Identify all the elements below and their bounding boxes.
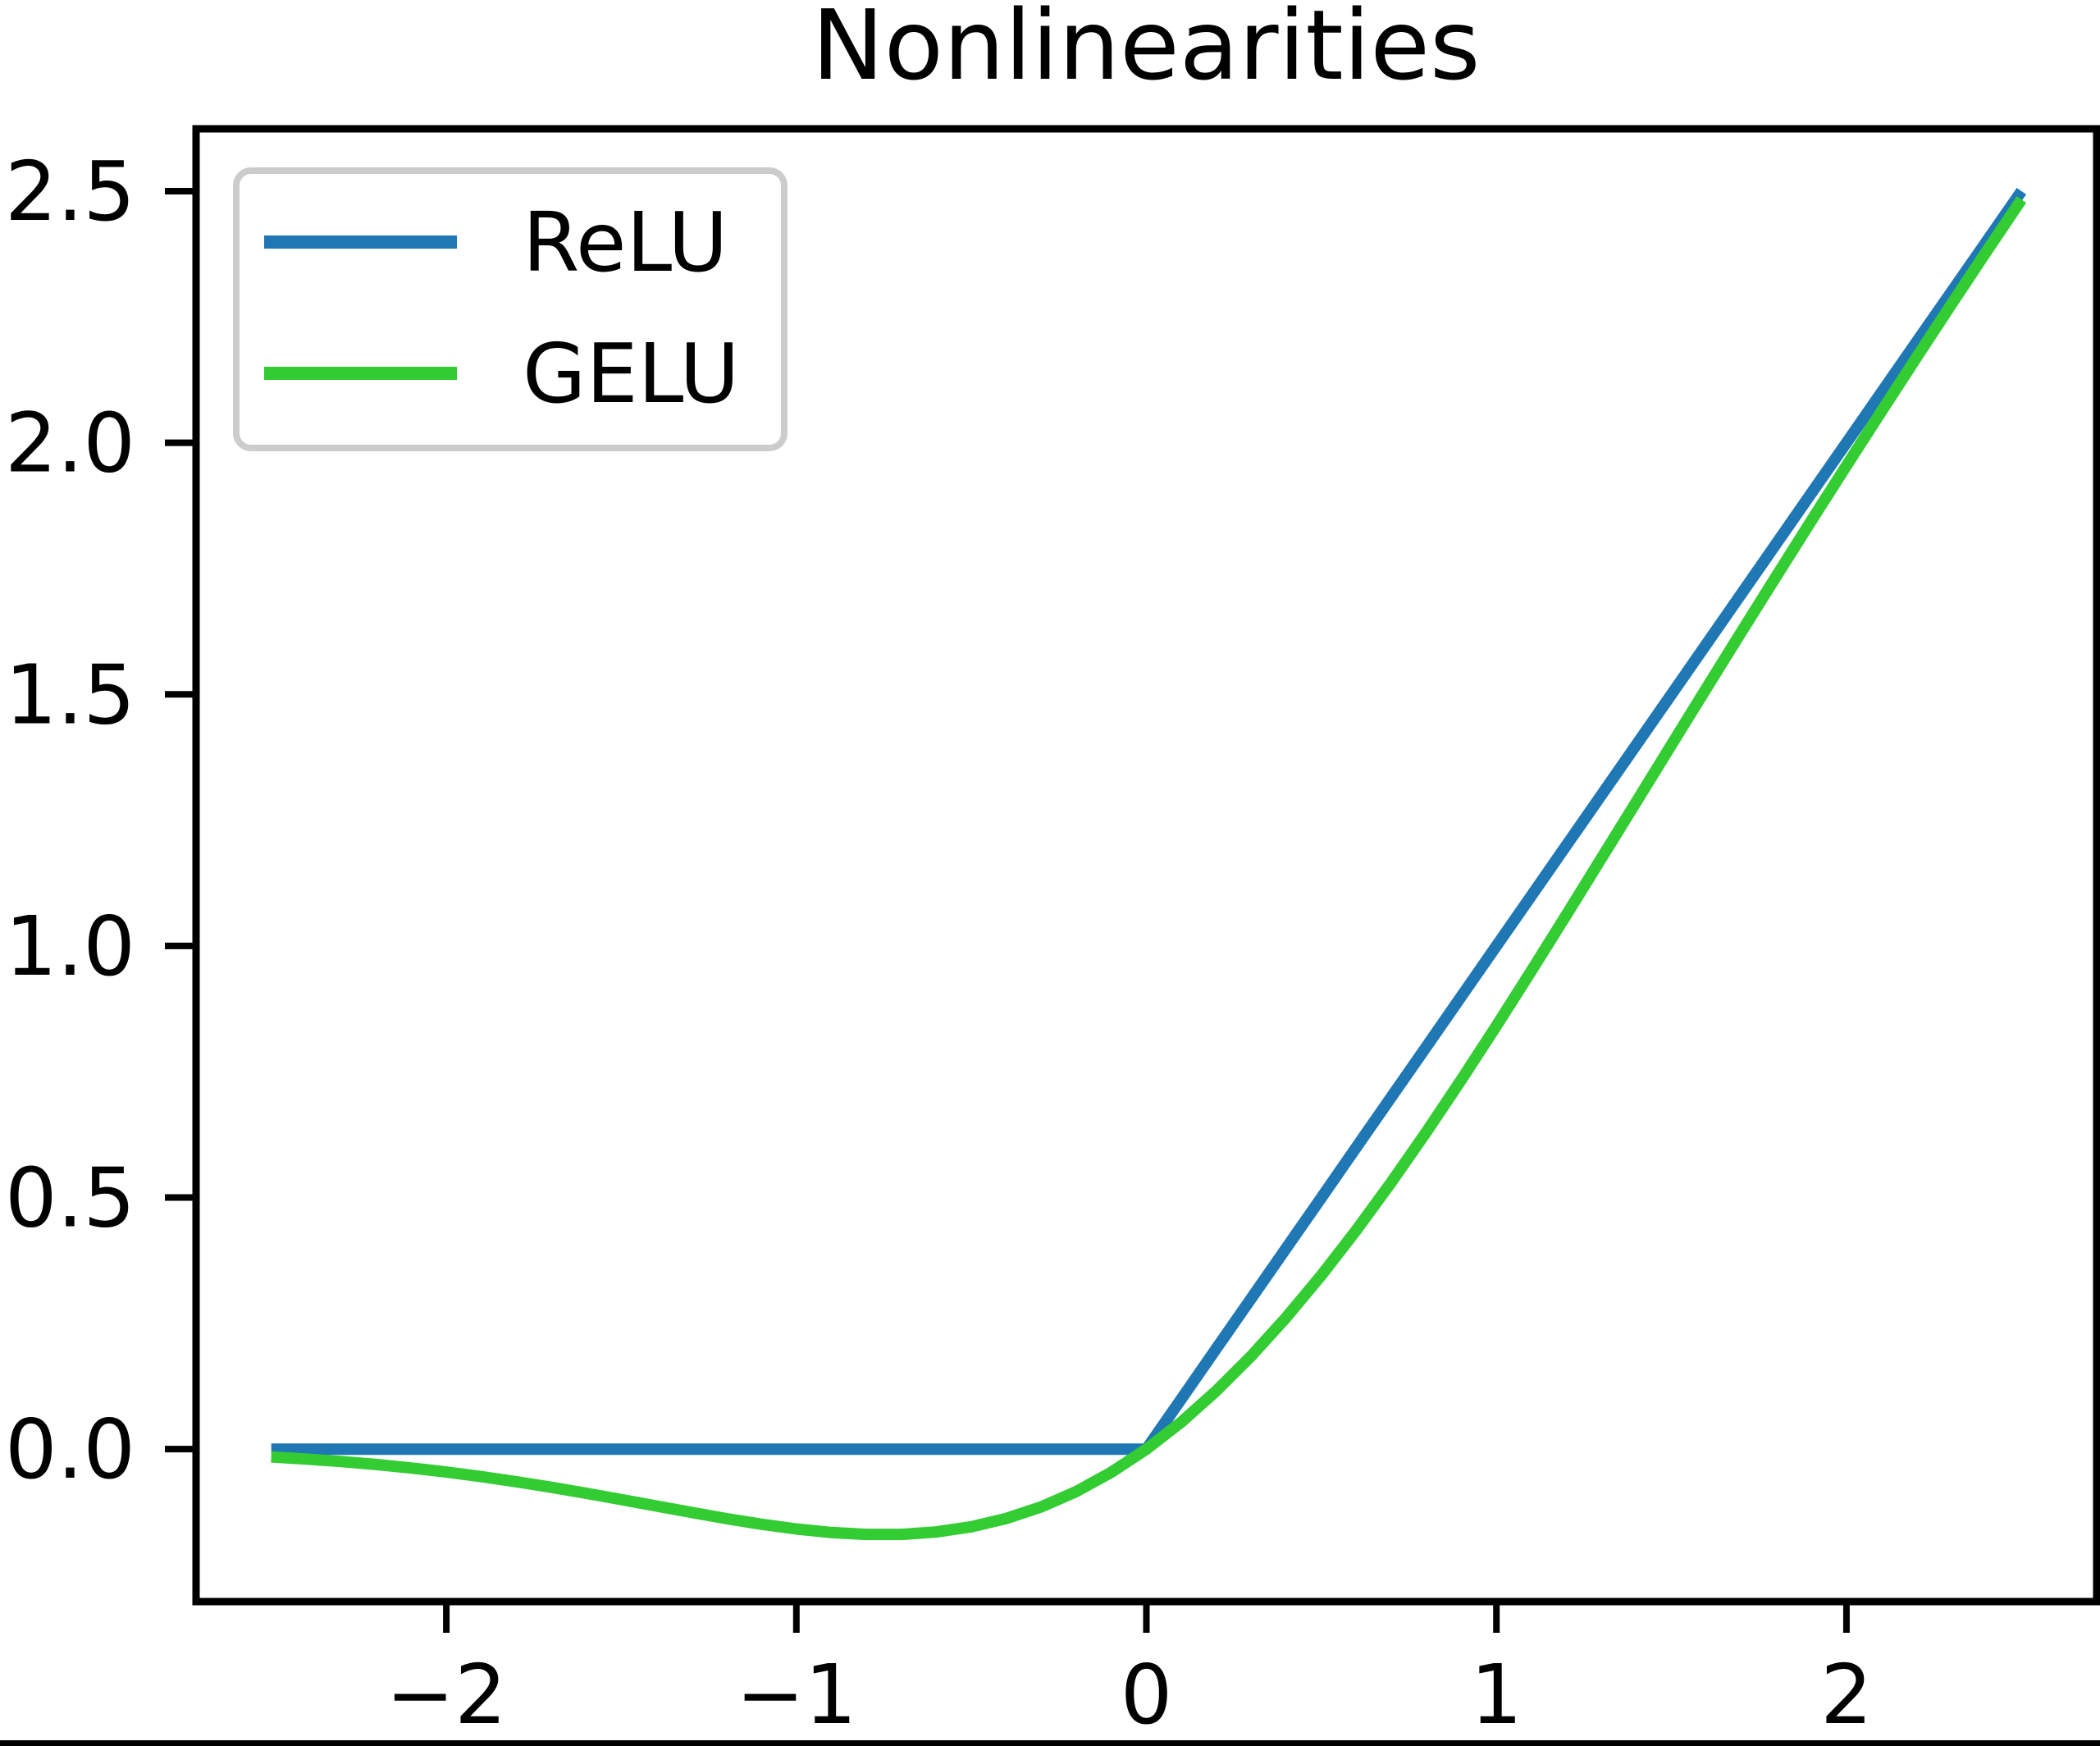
bottom-edge-bar	[0, 1740, 2100, 1746]
chart-title: Nonlinearities	[812, 0, 1481, 102]
legend-label-gelu: GELU	[523, 326, 740, 422]
series-line-gelu	[271, 196, 2027, 1541]
legend-label-relu: ReLU	[523, 194, 728, 290]
series-lines	[271, 188, 2027, 1541]
y-tick-label: 0.0	[5, 1401, 135, 1497]
x-tick-label: 0	[1121, 1647, 1173, 1743]
y-tick-label: 0.5	[5, 1150, 135, 1246]
x-tick-label: −2	[386, 1647, 506, 1743]
y-tick-label: 1.5	[5, 647, 135, 743]
legend-swatch-gelu	[264, 367, 457, 380]
x-ticks: −2 −1 0 1 2	[386, 1602, 1873, 1743]
legend-swatch-relu	[264, 235, 457, 249]
y-tick-label: 2.0	[5, 395, 135, 491]
y-tick-label: 1.0	[5, 898, 135, 994]
legend: ReLU GELU	[233, 167, 788, 451]
y-ticks: 0.0 0.5 1.0 1.5 2.0 2.5	[5, 144, 196, 1497]
x-tick-label: −1	[736, 1647, 856, 1743]
x-tick-label: 1	[1470, 1647, 1522, 1743]
y-tick-label: 2.5	[5, 144, 135, 240]
x-tick-label: 2	[1820, 1647, 1873, 1743]
